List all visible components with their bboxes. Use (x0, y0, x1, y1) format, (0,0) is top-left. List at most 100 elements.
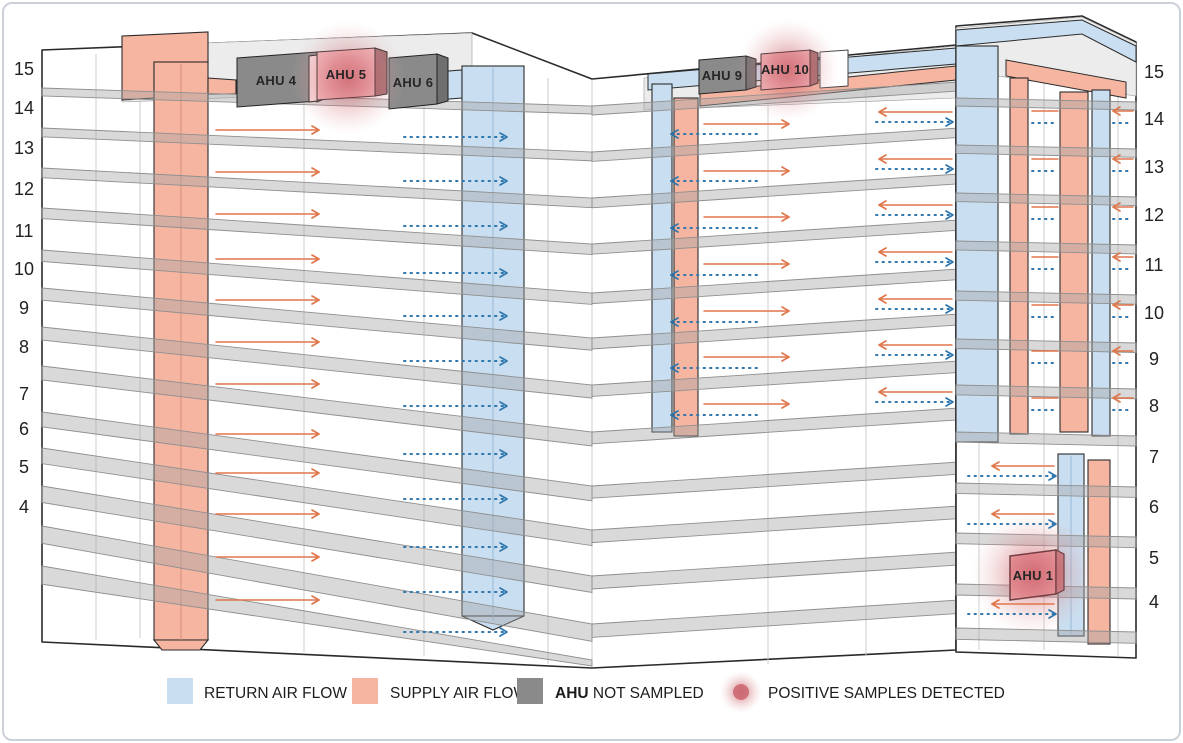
positive-glow-ahu10 (737, 19, 839, 121)
arrow-head (878, 340, 887, 350)
arrow-head (499, 268, 508, 278)
legend-return-label: RETURN AIR FLOW (204, 685, 347, 702)
floor-slab (41, 565, 593, 667)
arrow-head (311, 209, 320, 219)
arrow-head (945, 350, 954, 360)
arrow-head (781, 119, 790, 129)
arrow-head (991, 461, 1000, 471)
wing-mullions (95, 52, 867, 667)
arrow-head (311, 429, 320, 439)
left-middle-wing (41, 31, 960, 669)
floor-slab (41, 249, 593, 305)
arrow-head (1048, 609, 1057, 619)
arrow-head (670, 410, 679, 420)
floor-number-right: 14 (1144, 109, 1164, 129)
ahu-labels: AHU 4 AHU 5 AHU 6 AHU 9 AHU 10 AHU 1 (256, 62, 1054, 583)
arrow-head (311, 595, 320, 605)
floor-number-right: 11 (1145, 255, 1164, 275)
floor-slab (955, 431, 1137, 447)
floor-labels-left: 15 14 13 12 11 10 9 8 7 6 5 4 (14, 59, 34, 517)
ahu-10-label: AHU 10 (761, 62, 809, 77)
floor-number-left: 10 (14, 259, 34, 279)
ahu-4-label: AHU 4 (256, 73, 297, 88)
floor-slab (955, 290, 1137, 305)
arrow-head (991, 599, 1000, 609)
floor-number-left: 15 (14, 59, 34, 79)
floor-slab (955, 338, 1137, 353)
arrow-head (499, 542, 508, 552)
legend-ahu-bold: AHU (555, 685, 589, 702)
floor-slab (955, 482, 1137, 498)
floor-number-left: 13 (14, 138, 34, 158)
arrow-head (781, 166, 790, 176)
floor-slab (955, 97, 1137, 111)
arrow-head (311, 125, 320, 135)
positive-sample-markers (291, 19, 1095, 636)
arrow-head (945, 257, 954, 267)
legend: RETURN AIR FLOW SUPPLY AIR FLOW AHU NOT … (167, 671, 1005, 713)
floor-slab (41, 365, 593, 447)
arrow-head (1048, 471, 1057, 481)
tower-supply-riser-b (1059, 91, 1089, 433)
arrow-head (945, 117, 954, 127)
floor-number-right: 7 (1149, 447, 1159, 467)
arrow-head (945, 164, 954, 174)
arrow-head (878, 387, 887, 397)
legend-supply-label: SUPPLY AIR FLOW (390, 685, 528, 702)
floor-number-right: 6 (1149, 497, 1159, 517)
right-tower (955, 15, 1137, 659)
arrow-head (781, 352, 790, 362)
arrow-head (878, 154, 887, 164)
arrow-head (781, 306, 790, 316)
floor-slab (41, 447, 593, 547)
floor-number-left: 6 (19, 419, 29, 439)
building-hvac-diagram: AHU 4 AHU 5 AHU 6 AHU 9 AHU 10 AHU 1 15 1… (14, 15, 1164, 713)
arrow-head (311, 379, 320, 389)
floor-number-right: 12 (1144, 205, 1164, 225)
tower-return-riser-right (1091, 89, 1111, 437)
floor-slab (41, 411, 593, 502)
arrow-head (991, 509, 1000, 519)
arrow-head (781, 259, 790, 269)
positive-glow-ahu5 (291, 21, 405, 135)
arrow-head (670, 129, 679, 139)
tower-corner-return-riser (955, 45, 999, 443)
legend-not-sampled-label: AHU NOT SAMPLED (555, 685, 704, 702)
left-supply-riser (121, 31, 237, 651)
legend-not-sampled-swatch (517, 678, 543, 704)
ahu-6-label: AHU 6 (393, 75, 434, 90)
arrow-head (499, 132, 508, 142)
legend-supply-swatch (352, 678, 378, 704)
floor-number-right: 13 (1144, 157, 1164, 177)
legend-not-sampled-suffix: NOT SAMPLED (589, 685, 704, 702)
arrow-head (499, 221, 508, 231)
arrow-head (499, 356, 508, 366)
tower-risers (955, 45, 1111, 443)
positive-glow-ahu1 (971, 512, 1095, 636)
arrow-head (878, 247, 887, 257)
arrow-head (878, 294, 887, 304)
floor-number-right: 5 (1149, 548, 1159, 568)
tower-roof-supply-duct (1005, 59, 1127, 99)
arrow-head (311, 254, 320, 264)
floor-number-left: 12 (14, 179, 34, 199)
floor-slab (41, 525, 593, 642)
floor-number-left: 4 (19, 497, 29, 517)
arrow-head (1112, 346, 1121, 356)
arrow-head (670, 223, 679, 233)
arrow-head (670, 363, 679, 373)
legend-positive-label: POSITIVE SAMPLES DETECTED (768, 685, 1005, 702)
floor-slab (41, 287, 593, 351)
arrow-head (945, 210, 954, 220)
arrow-head (311, 337, 320, 347)
floor-slab (955, 192, 1137, 207)
ahu-1-label: AHU 1 (1013, 568, 1054, 583)
arrow-head (945, 304, 954, 314)
arrow-head (499, 311, 508, 321)
floor-number-left: 9 (19, 298, 29, 318)
arrow-head (499, 494, 508, 504)
arrow-head (878, 107, 887, 117)
floor-number-right: 8 (1149, 396, 1159, 416)
arrow-head (499, 449, 508, 459)
floor-slab (955, 627, 1137, 644)
